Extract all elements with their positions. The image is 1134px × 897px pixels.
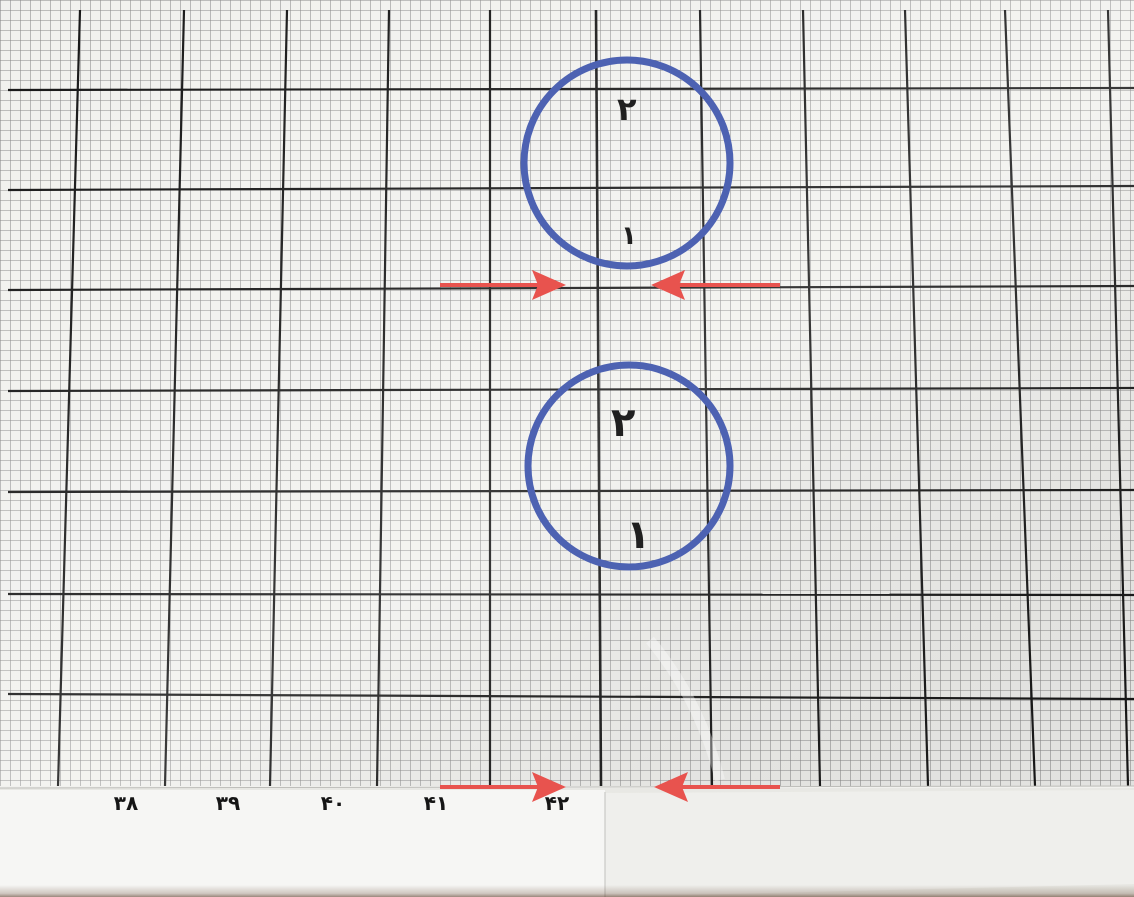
ruler-number-41: ۴۱ [423,791,449,815]
highlight-circle-bottom [524,361,734,571]
ruler-strip-right [605,790,1134,897]
table-edge [0,885,1134,897]
mark-top-2: ۲ [617,90,637,128]
mark-bottom-1: ۱ [626,512,650,558]
paper-shading [0,0,1134,786]
paper-crease [646,636,725,782]
arrow-lower-left-pointing [654,772,780,802]
arrow-lower-right-pointing [440,772,566,802]
mark-top-1: ۱ [621,221,637,251]
ruler-number-40: ۴۰ [320,791,346,815]
arrow-upper-left-pointing [651,270,780,300]
ruler-strip-left [0,790,605,897]
mark-bottom-2: ۲ [611,400,635,446]
ruler-number-38: ۳۸ [113,791,139,815]
ruler-number-39: ۳۹ [215,791,241,815]
ruler-strip-edge [0,785,1134,789]
ruler-number-42: ۴۲ [544,791,570,815]
arrow-upper-right-pointing [440,270,566,300]
highlight-circle-top [520,56,734,270]
